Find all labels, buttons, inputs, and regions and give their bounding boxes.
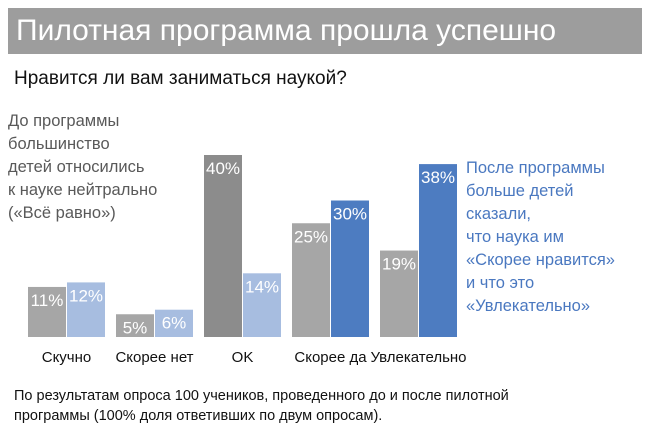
bar-value-label: 30% xyxy=(333,205,367,224)
bar-value-label: 25% xyxy=(294,227,328,246)
bar-value-label: 11% xyxy=(31,291,64,310)
bar-value-label: 14% xyxy=(245,277,279,296)
after-annotation-line: и что это xyxy=(466,274,535,292)
before-annotation-line: («Всё равно») xyxy=(8,204,116,222)
before-bar xyxy=(380,250,418,337)
before-annotation-line: До программы xyxy=(8,112,120,130)
after-annotation-line: После программы xyxy=(466,159,605,177)
after-annotation-line: «Увлекательно» xyxy=(466,297,591,315)
footnote-line: программы (100% доля ответивших по двум … xyxy=(14,408,383,424)
before-annotation-line: к науке нейтрально xyxy=(8,181,158,199)
category-label: Увлекательно xyxy=(370,349,466,366)
bar-value-label: 6% xyxy=(162,314,187,333)
before-bar xyxy=(204,155,242,337)
bar-value-label: 19% xyxy=(382,255,416,274)
bar-value-label: 5% xyxy=(123,318,148,337)
after-bar xyxy=(155,309,193,337)
after-annotation-line: сказали, xyxy=(466,205,531,223)
after-annotation: После программы больше детей сказали, чт… xyxy=(466,157,650,318)
bar-value-label: 12% xyxy=(69,286,103,305)
after-annotation-line: больше детей xyxy=(466,182,574,200)
after-bar xyxy=(67,282,105,337)
before-bar xyxy=(292,223,330,337)
bar-value-label: 38% xyxy=(421,168,455,187)
category-label: OK xyxy=(232,349,254,366)
after-bar xyxy=(331,200,369,337)
before-annotation: До программы большинство детей относилис… xyxy=(8,110,208,225)
after-bar xyxy=(243,273,281,337)
category-label: Скорее нет xyxy=(115,349,193,366)
footnote-line: По результатам опроса 100 учеников, пров… xyxy=(14,388,509,404)
after-annotation-line: что наука им xyxy=(466,228,564,246)
after-annotation-line: «Скорее нравится» xyxy=(466,251,615,269)
before-bar xyxy=(28,286,66,337)
chart-question: Нравится ли вам заниматься наукой? xyxy=(14,68,347,89)
before-bar xyxy=(116,314,154,337)
category-label: Скорее да xyxy=(294,349,367,366)
before-annotation-line: детей относились xyxy=(8,158,145,176)
after-bar xyxy=(419,164,457,337)
title-banner: Пилотная программа прошла успешно xyxy=(8,8,642,54)
page-title: Пилотная программа прошла успешно xyxy=(16,14,557,47)
before-annotation-line: большинство xyxy=(8,135,110,153)
category-label: Скучно xyxy=(42,349,92,366)
bar-value-label: 40% xyxy=(206,159,240,178)
footnote: По результатам опроса 100 учеников, пров… xyxy=(14,386,644,426)
